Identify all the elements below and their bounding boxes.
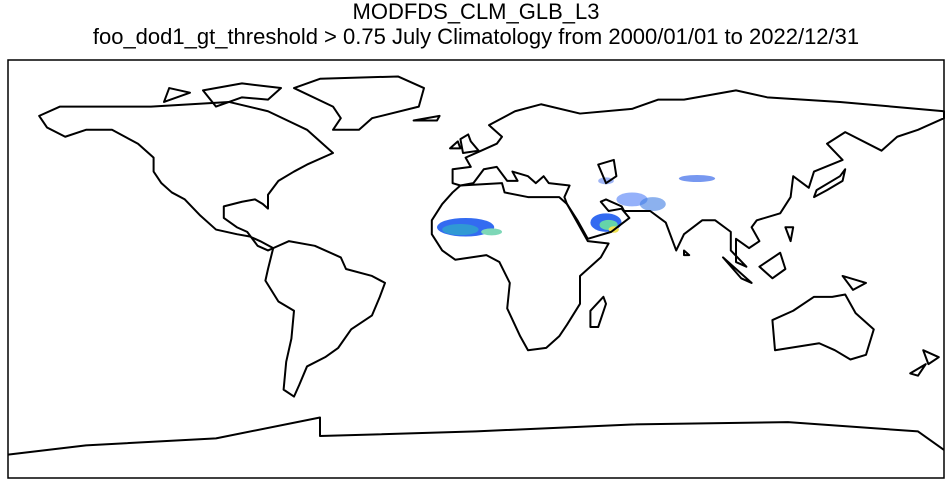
map-title: MODFDS_CLM_GLB_L3 xyxy=(353,0,600,24)
map-subtitle: foo_dod1_gt_threshold > 0.75 July Climat… xyxy=(93,24,859,49)
coastlines xyxy=(8,76,944,454)
dust-field xyxy=(437,175,716,237)
map-frame xyxy=(7,59,945,479)
